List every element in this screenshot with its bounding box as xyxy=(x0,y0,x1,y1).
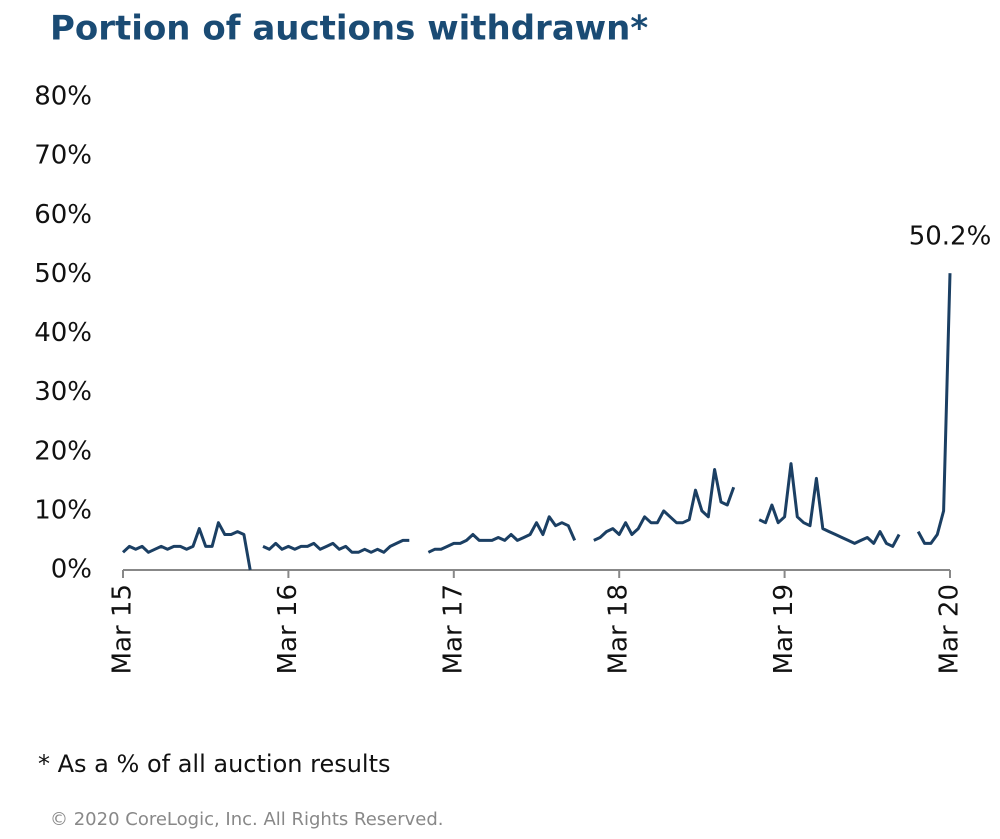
y-tick-label: 0% xyxy=(51,555,92,585)
x-tick-label: Mar 18 xyxy=(604,584,634,674)
x-tick-label: Mar 16 xyxy=(273,584,303,674)
x-tick-label: Mar 17 xyxy=(438,584,468,674)
y-tick-label: 80% xyxy=(34,82,92,112)
y-tick-label: 10% xyxy=(34,495,92,525)
y-tick-label: 20% xyxy=(34,436,92,466)
line xyxy=(121,273,952,571)
y-tick-label: 40% xyxy=(34,318,92,348)
x-tick-label: Mar 20 xyxy=(935,584,965,674)
copyright: © 2020 CoreLogic, Inc. All Rights Reserv… xyxy=(50,809,444,830)
footnote: * As a % of all auction results xyxy=(38,750,391,778)
chart-title: Portion of auctions withdrawn* xyxy=(50,9,648,49)
y-tick-label: 50% xyxy=(34,259,92,289)
y-tick-label: 70% xyxy=(34,141,92,171)
data-label: 50.2% xyxy=(909,222,992,252)
x-tick-label: Mar 19 xyxy=(769,584,799,674)
x-tick-label: Mar 15 xyxy=(108,584,138,674)
y-tick-label: 60% xyxy=(34,200,92,230)
y-tick-label: 30% xyxy=(34,377,92,407)
